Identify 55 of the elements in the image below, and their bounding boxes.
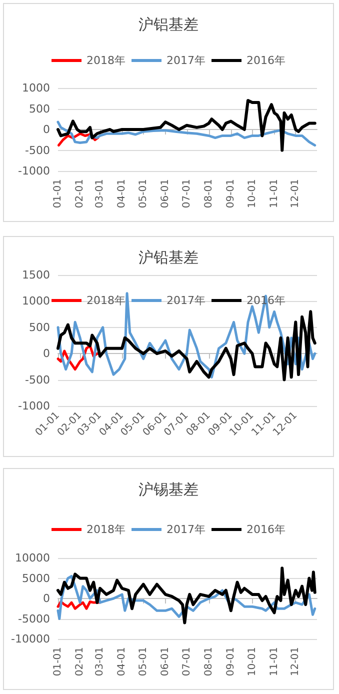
legend-label: 2016年 bbox=[246, 54, 286, 67]
x-tick-label: 11-01 bbox=[268, 179, 280, 208]
x-tick-label: 02-01 bbox=[74, 179, 86, 208]
legend-label: 2018年 bbox=[86, 54, 126, 67]
x-tick-label: 05-01 bbox=[138, 647, 149, 676]
y-tick-label: 10000 bbox=[15, 552, 50, 564]
chart-title: 沪铝基差 bbox=[138, 16, 198, 34]
x-tick-label: 07-01 bbox=[181, 179, 192, 208]
x-tick-label: 10-01 bbox=[246, 179, 258, 208]
x-tick-label: 07-01 bbox=[181, 647, 192, 676]
y-tick-label: -1000 bbox=[18, 164, 50, 178]
y-tick-label: 0 bbox=[43, 123, 50, 136]
x-tick-label: 02-01 bbox=[74, 647, 86, 676]
x-tick-label: 09-01 bbox=[225, 179, 236, 208]
y-tick-label: 5000 bbox=[22, 572, 50, 585]
legend-label: 2017年 bbox=[166, 54, 206, 67]
y-tick-label: 1000 bbox=[22, 294, 50, 308]
x-tick-label: 11-01 bbox=[268, 647, 280, 676]
line-series bbox=[56, 566, 316, 624]
x-tick-label: 08-01 bbox=[203, 647, 214, 676]
line-series bbox=[56, 120, 316, 147]
y-tick-label: -500 bbox=[25, 144, 50, 157]
legend-label: 2016年 bbox=[246, 523, 286, 536]
x-tick-label: 06-01 bbox=[160, 179, 171, 208]
legend-label: 2017年 bbox=[166, 523, 206, 536]
y-tick-label: 1500 bbox=[22, 268, 50, 282]
x-tick-label: 12-01 bbox=[290, 647, 302, 676]
line-series bbox=[56, 310, 316, 382]
chart-title: 沪铅基差 bbox=[138, 248, 198, 266]
x-tick-label: 04-01 bbox=[116, 179, 128, 208]
y-tick-label: 0 bbox=[43, 347, 50, 360]
x-tick-label: 03-01 bbox=[94, 179, 106, 208]
x-tick-label: 03-01 bbox=[94, 647, 106, 676]
x-tick-label: 04-01 bbox=[116, 647, 128, 676]
y-tick-label: -10000 bbox=[11, 632, 50, 646]
legend-label: 2017年 bbox=[166, 294, 206, 307]
chart-title: 沪锡基差 bbox=[138, 480, 198, 498]
y-tick-label: 500 bbox=[29, 102, 50, 116]
x-tick-label: 06-01 bbox=[160, 647, 171, 676]
x-tick-label: 01-01 bbox=[52, 179, 64, 208]
x-tick-label: 10-01 bbox=[246, 647, 258, 676]
y-tick-label: -500 bbox=[25, 373, 50, 386]
y-tick-label: -5000 bbox=[18, 612, 50, 626]
x-tick-label: 01-01 bbox=[52, 647, 64, 676]
y-tick-label: 0 bbox=[43, 592, 50, 605]
x-tick-label: 08-01 bbox=[203, 179, 214, 208]
line-series bbox=[56, 98, 316, 152]
y-tick-label: 1000 bbox=[22, 82, 50, 94]
legend-label: 2018年 bbox=[86, 294, 126, 307]
legend-label: 2018年 bbox=[86, 523, 126, 536]
x-tick-label: 12-01 bbox=[290, 179, 302, 208]
x-tick-label: 09-01 bbox=[225, 647, 236, 676]
x-tick-label: 05-01 bbox=[138, 179, 149, 208]
y-tick-label: -1000 bbox=[18, 400, 50, 412]
y-tick-label: 500 bbox=[29, 320, 50, 334]
